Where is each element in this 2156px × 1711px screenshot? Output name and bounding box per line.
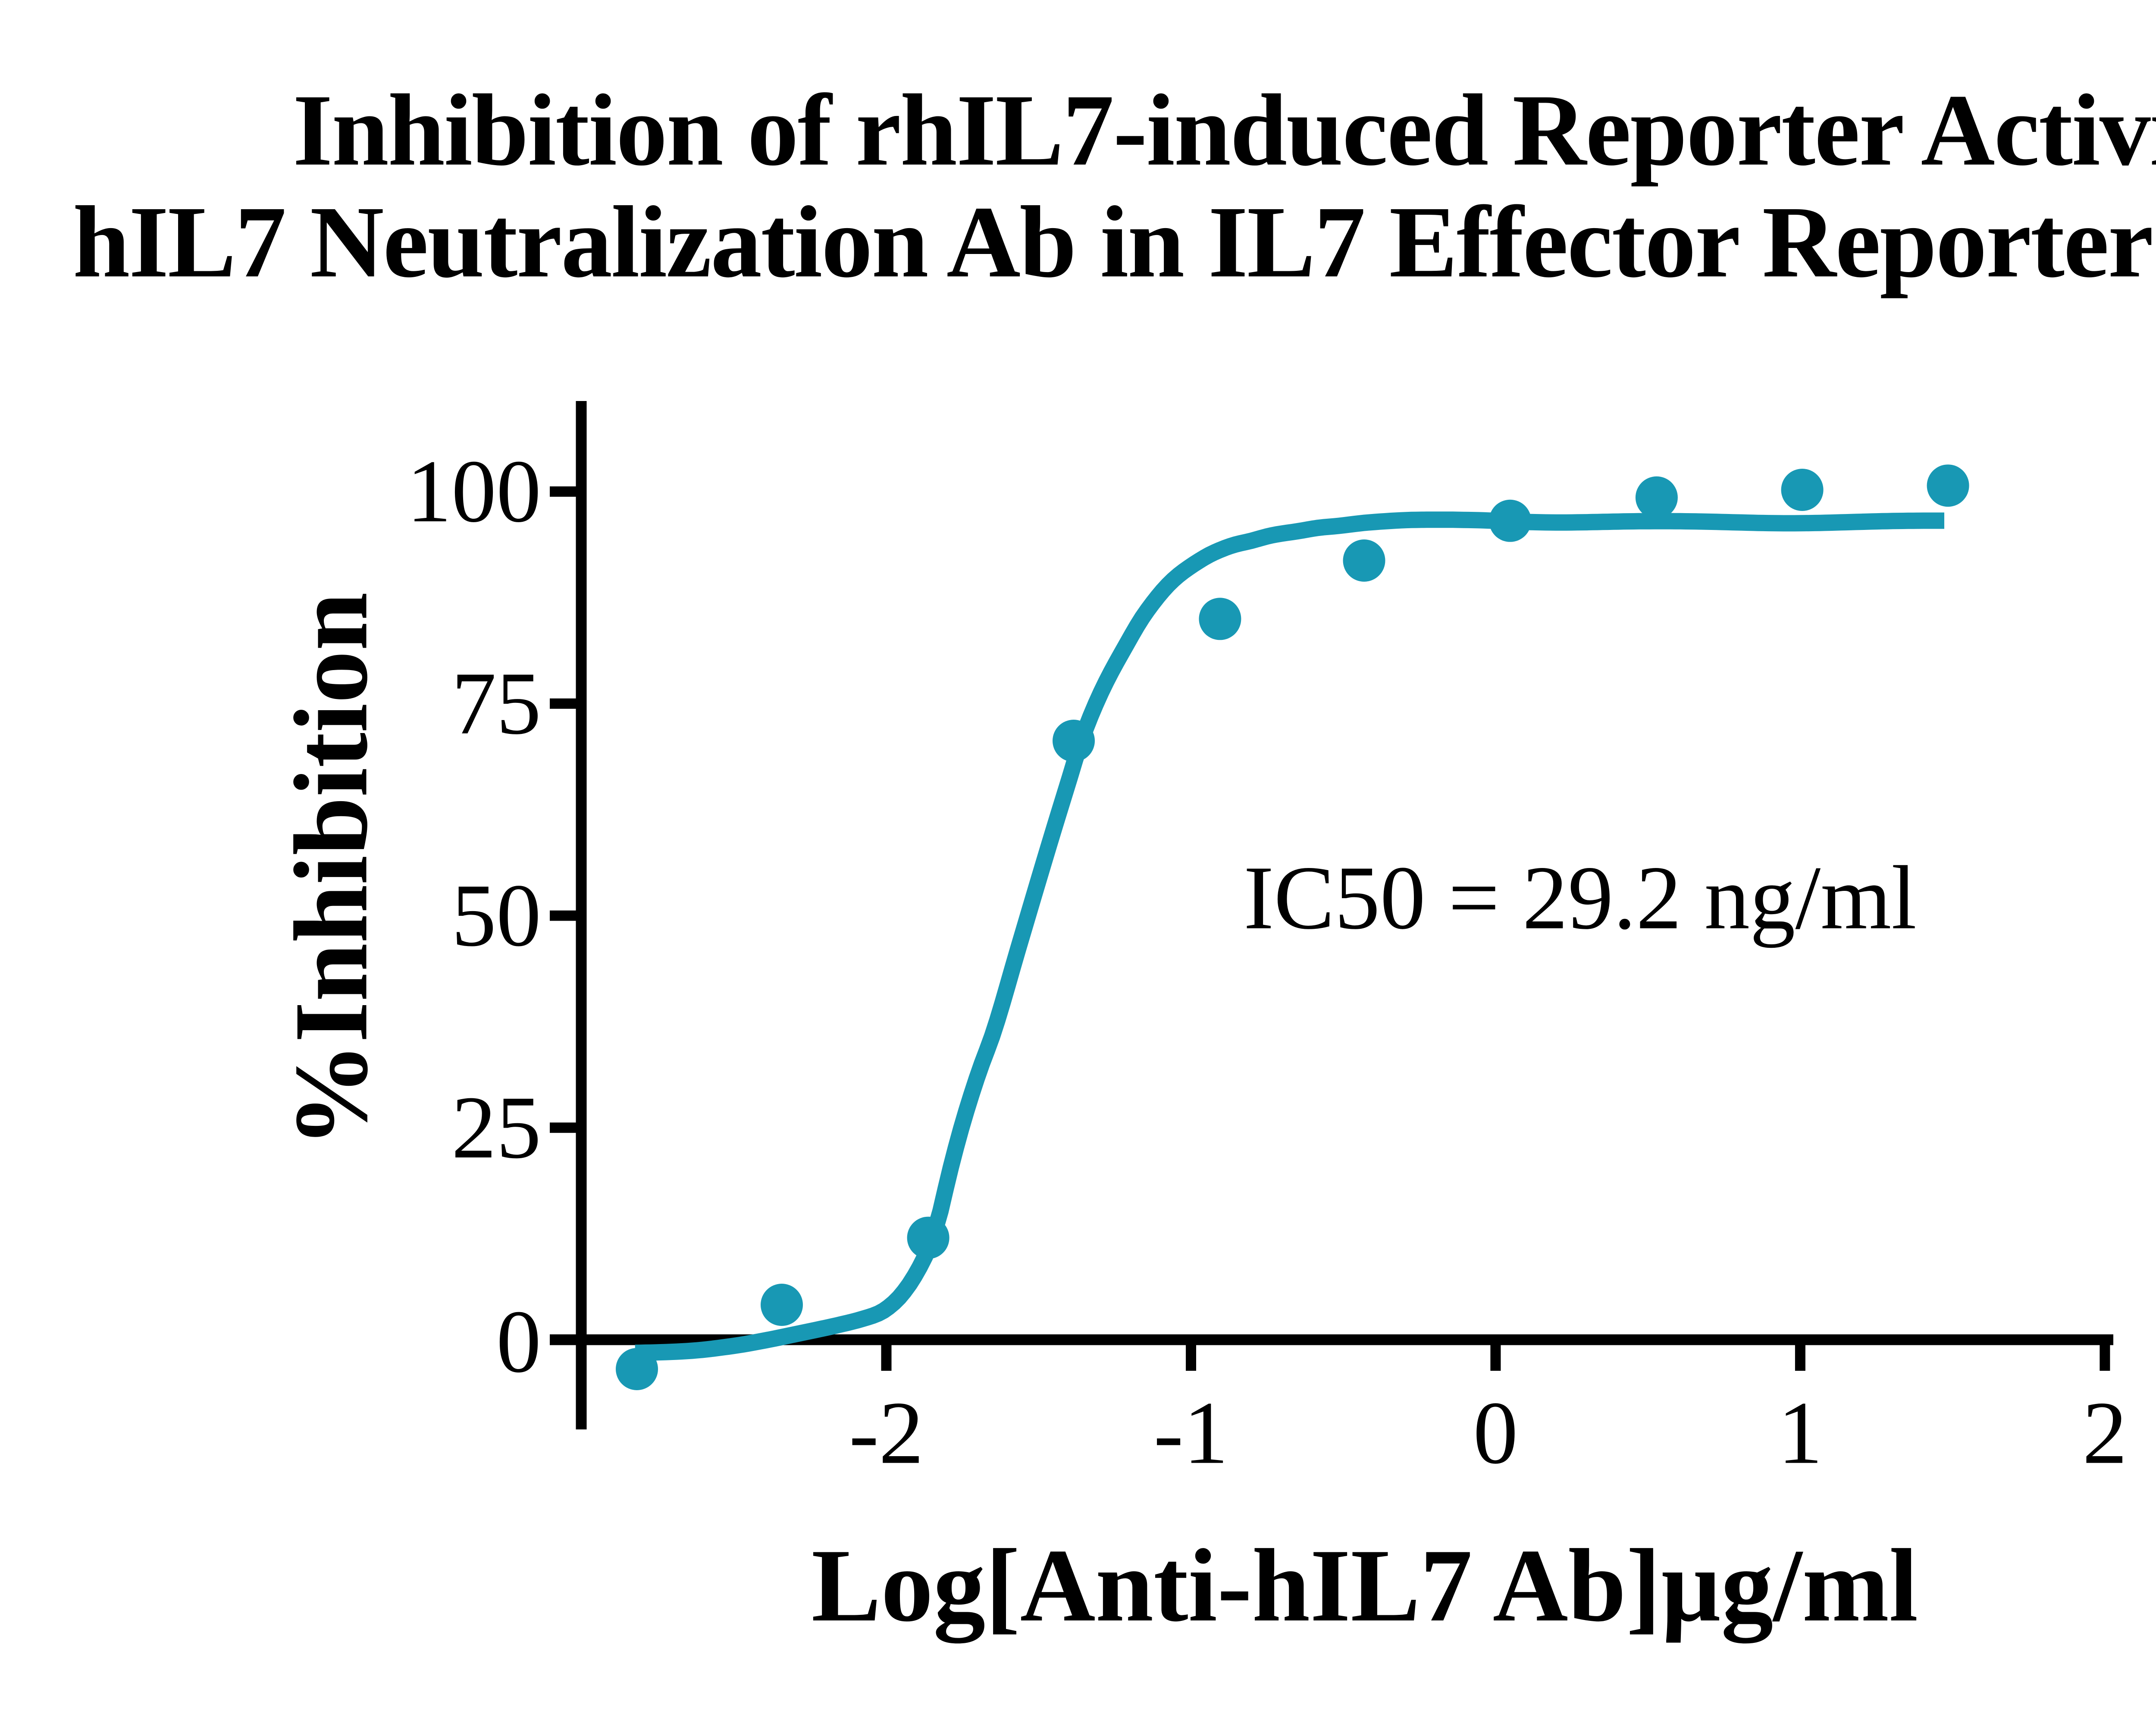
svg-text:25: 25 [451,1078,541,1177]
svg-text:%Inhibition: %Inhibition [273,592,389,1147]
svg-text:100: 100 [407,442,541,541]
svg-text:2: 2 [2082,1383,2127,1482]
svg-text:75: 75 [451,654,541,753]
svg-text:-2: -2 [849,1383,924,1482]
svg-text:hIL7 Neutralization Ab in IL7: hIL7 Neutralization Ab in IL7 Effector R… [73,185,2156,299]
svg-text:1: 1 [1778,1383,1823,1482]
svg-text:50: 50 [451,866,541,965]
svg-text:0: 0 [1473,1383,1518,1482]
svg-text:IC50 = 29.2 ng/ml: IC50 = 29.2 ng/ml [1244,847,1917,948]
svg-text:Inhibition of rhIL7-induced Re: Inhibition of rhIL7-induced Reporter Act… [293,74,2156,187]
svg-text:0: 0 [496,1292,541,1391]
svg-text:Log[Anti-hIL7 Ab]µg/ml: Log[Anti-hIL7 Ab]µg/ml [812,1528,1918,1643]
svg-text:-1: -1 [1153,1383,1228,1482]
